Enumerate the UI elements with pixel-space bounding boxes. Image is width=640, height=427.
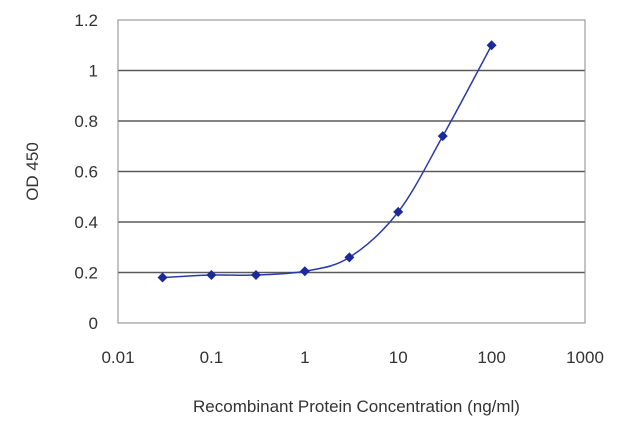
x-axis-title: Recombinant Protein Concentration (ng/ml… <box>193 397 520 416</box>
y-tick-label: 1 <box>89 62 98 81</box>
fit-curve <box>162 44 493 279</box>
plot-area-frame <box>117 19 586 324</box>
y-axis-title: OD 450 <box>23 142 42 201</box>
y-axis-tick-labels: 0 0.2 0.4 0.6 0.8 1 1.2 <box>74 11 98 333</box>
y-tick-label: 0 <box>89 314 98 333</box>
x-tick-label: 10 <box>389 348 408 367</box>
x-tick-label: 1000 <box>566 348 604 367</box>
x-tick-label: 1 <box>300 348 309 367</box>
data-point <box>299 266 310 277</box>
data-point <box>206 270 217 281</box>
y-tick-label: 0.6 <box>74 163 98 182</box>
data-point <box>157 272 168 283</box>
y-tick-label: 0.2 <box>74 264 98 283</box>
x-tick-label: 0.01 <box>101 348 134 367</box>
grid-lines <box>118 69 585 274</box>
data-point <box>250 270 261 281</box>
x-tick-label: 0.1 <box>200 348 224 367</box>
y-tick-label: 1.2 <box>74 11 98 30</box>
y-tick-label: 0.8 <box>74 112 98 131</box>
data-point <box>486 40 497 51</box>
data-point <box>393 206 404 217</box>
data-point <box>344 252 355 263</box>
data-points <box>157 40 497 283</box>
x-tick-label: 100 <box>477 348 505 367</box>
x-axis-tick-labels: 0.01 0.1 1 10 100 1000 <box>101 348 603 367</box>
data-point <box>437 131 448 142</box>
y-tick-label: 0.4 <box>74 213 98 232</box>
